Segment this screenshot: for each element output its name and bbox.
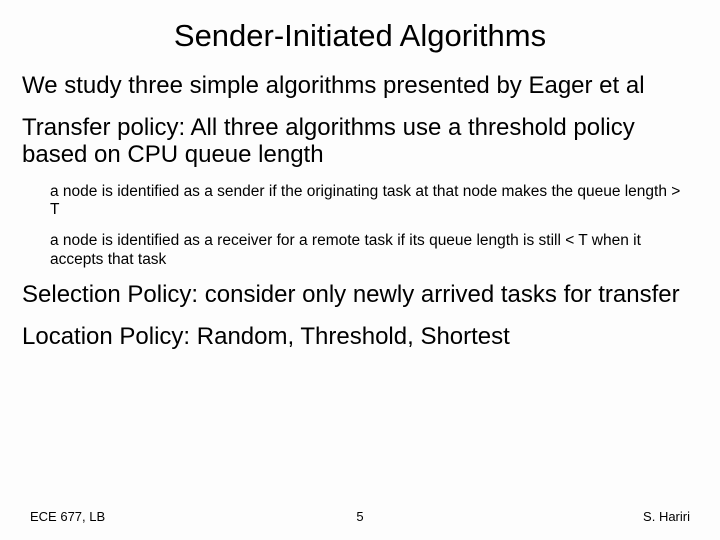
footer-right: S. Hariri [643, 509, 690, 524]
slide-footer: ECE 677, LB 5 S. Hariri [0, 509, 720, 524]
paragraph-selection-policy: Selection Policy: consider only newly ar… [22, 281, 698, 309]
slide-title: Sender-Initiated Algorithms [22, 18, 698, 54]
paragraph-location-policy: Location Policy: Random, Threshold, Shor… [22, 323, 698, 351]
paragraph-transfer-policy: Transfer policy: All three algorithms us… [22, 114, 698, 169]
subpoint-receiver: a node is identified as a receiver for a… [50, 232, 688, 269]
paragraph-intro: We study three simple algorithms present… [22, 72, 698, 100]
subpoint-sender: a node is identified as a sender if the … [50, 183, 688, 220]
footer-left: ECE 677, LB [30, 509, 105, 524]
footer-page-number: 5 [356, 509, 363, 524]
